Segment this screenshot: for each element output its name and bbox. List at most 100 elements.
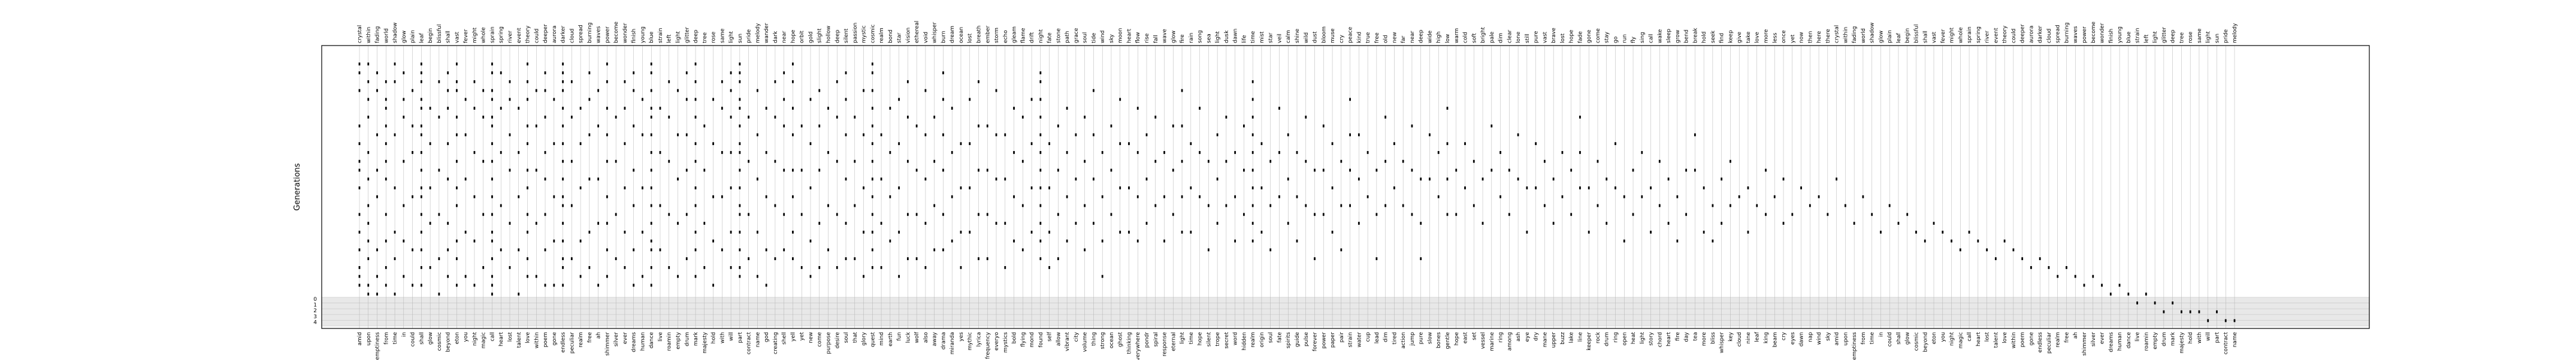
top-word-label: there xyxy=(1825,29,1831,43)
top-word-label: glitter xyxy=(684,27,690,43)
data-point xyxy=(871,89,873,92)
data-point xyxy=(889,195,891,198)
top-word-label: wild xyxy=(1304,32,1310,43)
data-point xyxy=(624,230,626,234)
top-word-label: run xyxy=(1622,34,1628,43)
data-point xyxy=(1287,177,1289,181)
data-point xyxy=(1464,142,1466,146)
data-point xyxy=(792,107,794,110)
data-point xyxy=(394,292,396,296)
top-word-label: spring xyxy=(498,26,504,43)
data-point xyxy=(730,115,732,119)
data-point xyxy=(1251,133,1254,137)
data-point xyxy=(969,186,971,189)
data-point xyxy=(491,213,493,216)
data-point xyxy=(712,195,714,198)
top-word-label: muse xyxy=(1330,28,1336,43)
data-point xyxy=(1234,239,1236,243)
top-word-label: whole xyxy=(1958,27,1964,43)
data-point xyxy=(1543,204,1546,207)
top-word-label: glow xyxy=(1171,31,1177,43)
top-word-label: spread xyxy=(578,25,584,43)
data-point xyxy=(703,266,706,269)
data-point xyxy=(1119,186,1121,189)
bottom-word-label: buzz xyxy=(1560,332,1566,345)
data-point xyxy=(836,115,838,119)
top-word-label: fate xyxy=(1047,32,1053,43)
data-point xyxy=(456,283,458,287)
data-point xyxy=(500,204,502,207)
data-point xyxy=(420,151,422,154)
data-point xyxy=(685,168,688,172)
data-point xyxy=(1216,133,1219,137)
bottom-word-label: heart xyxy=(1666,332,1672,346)
data-point xyxy=(1366,151,1369,154)
data-point xyxy=(615,115,617,119)
top-word-label: spread xyxy=(2055,25,2061,43)
top-word-label: old xyxy=(1383,35,1389,43)
data-point xyxy=(1402,204,1404,207)
top-word-label: whisper xyxy=(932,22,938,43)
data-point xyxy=(1809,204,1811,207)
data-point xyxy=(1331,230,1334,234)
data-point xyxy=(906,257,909,261)
bottom-word-label: silver xyxy=(613,332,619,347)
top-word-label: come xyxy=(1595,28,1601,43)
data-point xyxy=(624,266,626,269)
data-point xyxy=(420,283,422,287)
data-point xyxy=(2233,319,2236,322)
bottom-word-label: glory xyxy=(861,331,867,345)
bottom-word-label: nap xyxy=(1807,332,1813,342)
data-point xyxy=(447,177,449,181)
data-point xyxy=(1154,159,1157,163)
data-point xyxy=(1048,186,1051,189)
data-point xyxy=(1632,168,1634,172)
data-point xyxy=(403,274,405,278)
bottom-word-label: light xyxy=(1180,332,1186,344)
bottom-word-label: story xyxy=(1649,331,1655,345)
data-point xyxy=(1730,159,1731,163)
bottom-word-label: spiral xyxy=(1153,332,1159,347)
data-point xyxy=(367,98,370,101)
data-point xyxy=(1561,195,1564,198)
data-point xyxy=(403,115,405,119)
bottom-word-label: jump xyxy=(1410,332,1416,346)
top-word-label: dusk xyxy=(1224,30,1230,43)
data-point xyxy=(394,230,396,234)
bottom-word-label: night xyxy=(1949,332,1955,346)
bottom-word-label: ever xyxy=(622,332,628,344)
data-point xyxy=(1057,168,1059,172)
top-word-label: event xyxy=(516,28,522,43)
data-point xyxy=(1190,142,1192,146)
bottom-word-labels: amid upon emptiness from time in could shall glo… xyxy=(357,331,2238,362)
data-point xyxy=(863,274,864,278)
bottom-word-label: tea xyxy=(1692,332,1698,341)
data-point xyxy=(836,80,838,83)
data-point xyxy=(553,98,555,101)
data-point xyxy=(420,195,422,198)
bottom-word-label: live xyxy=(2135,332,2141,342)
data-point xyxy=(2057,274,2059,278)
top-word-label: whole xyxy=(481,27,487,43)
bottom-word-label: response xyxy=(1162,332,1168,357)
data-point xyxy=(1791,213,1794,216)
data-point xyxy=(544,213,546,216)
data-point xyxy=(527,168,528,172)
bottom-word-label: earth xyxy=(888,332,894,346)
top-word-label: ethereal xyxy=(914,21,920,43)
bottom-word-label: silent xyxy=(1206,332,1212,347)
top-word-label: power xyxy=(604,26,610,43)
data-point xyxy=(739,274,741,278)
data-point xyxy=(385,177,387,181)
top-word-label: wind xyxy=(1100,31,1106,43)
data-point xyxy=(1721,177,1723,181)
top-word-label: sleep xyxy=(1666,29,1672,43)
data-point xyxy=(482,266,485,269)
bottom-word-label: upper xyxy=(1551,332,1557,348)
data-point xyxy=(1606,177,1608,181)
data-point xyxy=(473,195,476,198)
data-point xyxy=(1535,186,1537,189)
data-point xyxy=(2012,248,2015,252)
data-point xyxy=(1552,177,1555,181)
data-point xyxy=(1606,222,1608,225)
